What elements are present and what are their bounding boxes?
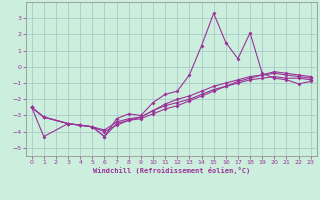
X-axis label: Windchill (Refroidissement éolien,°C): Windchill (Refroidissement éolien,°C)	[92, 167, 250, 174]
